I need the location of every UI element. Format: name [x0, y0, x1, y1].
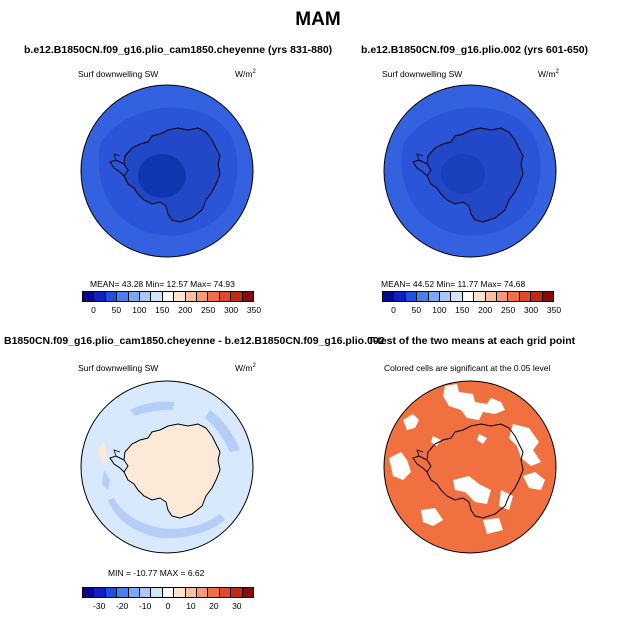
- colorbar-swatch: [174, 588, 186, 597]
- panel-2-title: b.e12.B1850CN.f09_g16.plio.002 (yrs 601-…: [361, 44, 589, 56]
- panel-4-variable: Colored cells are significant at the 0.0…: [384, 363, 551, 373]
- colorbar-swatch: [208, 588, 220, 597]
- panel-3-colorbar-ticks: -30 -20 -10 0 10 20 30: [82, 601, 254, 611]
- colorbar-swatch: [94, 588, 106, 597]
- colorbar-swatch: [231, 588, 243, 597]
- colorbar-swatch: [440, 292, 452, 301]
- panel-3-colorbar: [82, 587, 254, 598]
- colorbar-tick-label: -20: [115, 601, 129, 611]
- colorbar-tick-label: 50: [411, 305, 422, 315]
- panel-1-map: [80, 84, 254, 258]
- colorbar-swatch: [83, 588, 95, 597]
- panel-2-units: W/m2: [538, 69, 559, 79]
- antarctica-shape: [123, 423, 221, 519]
- colorbar-tick-label: 20: [209, 601, 219, 611]
- panel-2-colorbar-ticks: 0 50 100 150 200 250 300 350: [382, 305, 561, 315]
- colorbar-swatch: [531, 292, 543, 301]
- colorbar-swatch: [462, 292, 475, 301]
- colorbar-swatch: [197, 292, 209, 301]
- panel-1-title: b.e12.B1850CN.f09_g16.plio_cam1850.cheye…: [24, 44, 333, 56]
- colorbar-swatch: [151, 588, 163, 597]
- colorbar-tick-label: -30: [93, 601, 106, 611]
- panel-4-title: T-test of the two means at each grid poi…: [368, 335, 576, 347]
- colorbar-swatch: [185, 292, 198, 301]
- colorbar-swatch: [508, 292, 520, 301]
- panel-2-stats: MEAN= 44.52 Min= 11.77 Max= 74.68: [381, 279, 526, 289]
- colorbar-swatch: [94, 292, 106, 301]
- colorbar-swatch: [128, 292, 141, 301]
- panel-1-colorbar-ticks: 0 50 100 150 200 250 300 350: [82, 305, 261, 315]
- colorbar-swatch: [497, 292, 509, 301]
- colorbar-swatch: [474, 292, 486, 301]
- colorbar-tick-label: 250: [501, 305, 516, 315]
- panel-4-map: [383, 380, 557, 554]
- colorbar-tick-label: 100: [132, 305, 147, 315]
- colorbar-swatch: [405, 292, 418, 301]
- colorbar-swatch: [242, 588, 254, 597]
- colorbar-tick-label: 250: [201, 305, 216, 315]
- colorbar-swatch: [519, 292, 532, 301]
- panel-1-colorbar: [82, 291, 254, 302]
- colorbar-tick-label: 200: [478, 305, 493, 315]
- colorbar-swatch: [140, 588, 152, 597]
- panel-3-title: B1850CN.f09_g16.plio_cam1850.cheyenne - …: [4, 335, 385, 347]
- colorbar-tick-label: 200: [178, 305, 193, 315]
- colorbar-swatch: [219, 588, 232, 597]
- colorbar-swatch: [185, 588, 198, 597]
- colorbar-tick-label: 0: [391, 305, 396, 315]
- colorbar-tick-label: 350: [246, 305, 262, 315]
- colorbar-swatch: [162, 588, 175, 597]
- colorbar-swatch: [151, 292, 163, 301]
- colorbar-swatch: [394, 292, 406, 301]
- colorbar-tick-label: 100: [432, 305, 447, 315]
- panel-1-units: W/m2: [235, 69, 256, 79]
- colorbar-tick-label: 50: [111, 305, 122, 315]
- colorbar-swatch: [117, 292, 129, 301]
- colorbar-tick-label: 150: [455, 305, 470, 315]
- panel-1-stats: MEAN= 43.28 Min= 12.57 Max= 74.93: [90, 279, 235, 289]
- colorbar-tick-label: 30: [232, 601, 242, 611]
- colorbar-swatch: [485, 292, 498, 301]
- colorbar-tick-label: 300: [223, 305, 239, 315]
- colorbar-tick-label: 0: [165, 601, 171, 611]
- panel-3-variable: Surf downwelling SW: [78, 363, 159, 373]
- colorbar-swatch: [83, 292, 95, 301]
- colorbar-tick-label: 0: [91, 305, 96, 315]
- panel-3-units: W/m2: [235, 363, 256, 373]
- colorbar-swatch: [162, 292, 175, 301]
- colorbar-swatch: [451, 292, 463, 301]
- colorbar-swatch: [428, 292, 441, 301]
- page-title: MAM: [295, 9, 341, 30]
- colorbar-tick-label: 150: [155, 305, 170, 315]
- antarctica-shape: [426, 423, 524, 519]
- colorbar-swatch: [197, 588, 209, 597]
- colorbar-tick-label: -10: [138, 601, 152, 611]
- colorbar-swatch: [542, 292, 554, 301]
- colorbar-swatch: [128, 588, 141, 597]
- panel-2-colorbar: [382, 291, 554, 302]
- colorbar-tick-label: 10: [186, 601, 196, 611]
- panel-3-map: [80, 380, 254, 554]
- panel-2-variable: Surf downwelling SW: [382, 69, 463, 79]
- panel-3-stats: MIN = -10.77 MAX = 6.62: [108, 568, 205, 578]
- colorbar-swatch: [231, 292, 243, 301]
- colorbar-swatch: [174, 292, 186, 301]
- panel-1-variable: Surf downwelling SW: [78, 69, 159, 79]
- colorbar-swatch: [117, 588, 129, 597]
- colorbar-swatch: [383, 292, 395, 301]
- colorbar-swatch: [140, 292, 152, 301]
- colorbar-tick-label: 350: [546, 305, 562, 315]
- colorbar-swatch: [105, 292, 118, 301]
- colorbar-tick-label: 300: [523, 305, 539, 315]
- colorbar-swatch: [242, 292, 254, 301]
- colorbar-swatch: [208, 292, 220, 301]
- colorbar-swatch: [105, 588, 118, 597]
- colorbar-swatch: [417, 292, 429, 301]
- colorbar-swatch: [219, 292, 232, 301]
- panel-2-map: [383, 84, 557, 258]
